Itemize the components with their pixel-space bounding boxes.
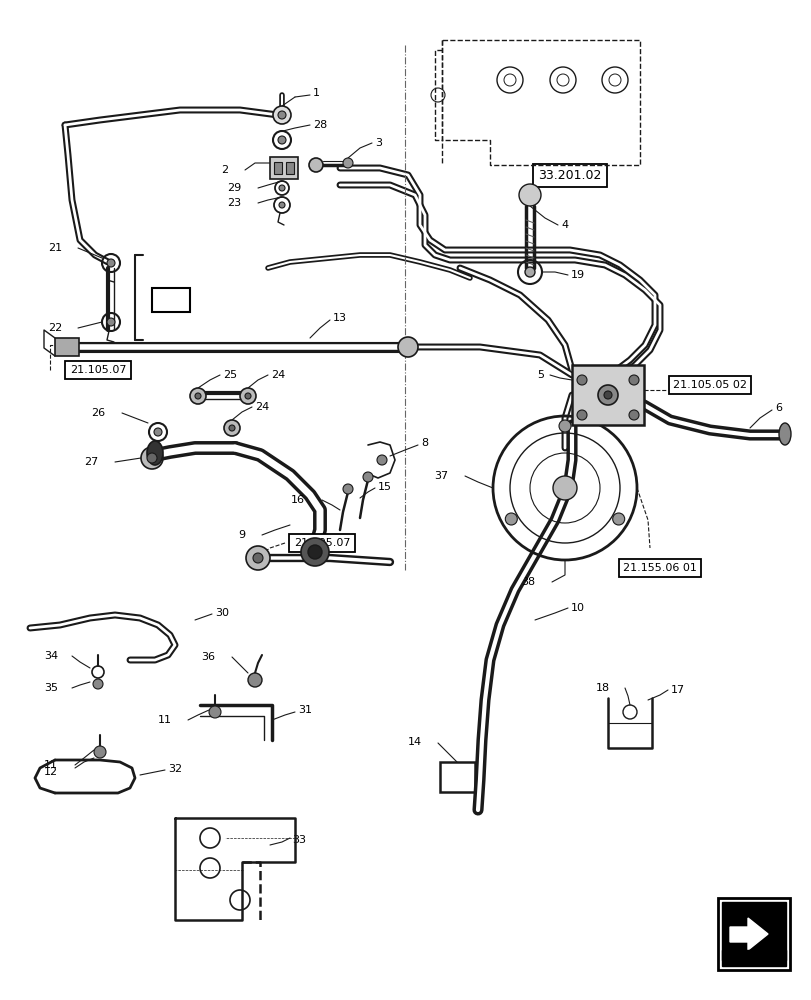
Text: 12: 12 xyxy=(44,767,58,777)
Text: 35: 35 xyxy=(44,683,58,693)
Text: 30: 30 xyxy=(215,608,229,618)
Text: 29: 29 xyxy=(226,183,241,193)
Circle shape xyxy=(577,375,586,385)
Text: 3: 3 xyxy=(375,138,381,148)
Circle shape xyxy=(94,746,106,758)
Text: 5: 5 xyxy=(536,370,543,380)
Ellipse shape xyxy=(778,423,790,445)
Circle shape xyxy=(279,185,285,191)
Circle shape xyxy=(247,673,262,687)
Circle shape xyxy=(190,388,206,404)
Circle shape xyxy=(629,410,638,420)
Circle shape xyxy=(558,420,570,432)
Text: 15: 15 xyxy=(378,482,392,492)
Text: 25: 25 xyxy=(223,370,237,380)
Text: 20: 20 xyxy=(162,294,179,306)
Circle shape xyxy=(195,393,201,399)
Text: 24: 24 xyxy=(255,402,269,412)
Circle shape xyxy=(603,391,611,399)
Circle shape xyxy=(93,679,103,689)
Circle shape xyxy=(307,545,322,559)
Text: 34: 34 xyxy=(44,651,58,661)
Circle shape xyxy=(577,410,586,420)
Polygon shape xyxy=(721,902,785,966)
Circle shape xyxy=(272,106,290,124)
Bar xyxy=(440,762,474,792)
Text: 23: 23 xyxy=(226,198,241,208)
Text: 33: 33 xyxy=(292,835,306,845)
Bar xyxy=(717,898,789,970)
Text: 27: 27 xyxy=(84,457,98,467)
Circle shape xyxy=(154,428,162,436)
Text: 18: 18 xyxy=(595,683,609,693)
Text: 10: 10 xyxy=(570,603,584,613)
Text: 11: 11 xyxy=(158,715,172,725)
Circle shape xyxy=(229,425,234,431)
Ellipse shape xyxy=(147,441,163,465)
Text: 37: 37 xyxy=(433,471,448,481)
Text: 6: 6 xyxy=(774,403,781,413)
Text: 13: 13 xyxy=(333,313,346,323)
Circle shape xyxy=(240,388,255,404)
Circle shape xyxy=(279,202,285,208)
Text: 9: 9 xyxy=(238,530,245,540)
Circle shape xyxy=(612,513,624,525)
Circle shape xyxy=(277,136,285,144)
Circle shape xyxy=(224,420,240,436)
Bar xyxy=(273,162,281,174)
Circle shape xyxy=(309,158,323,172)
Circle shape xyxy=(253,553,263,563)
Text: 21.105.07: 21.105.07 xyxy=(294,538,350,548)
Circle shape xyxy=(342,484,353,494)
Text: 33.201.02: 33.201.02 xyxy=(538,169,601,182)
Text: 31: 31 xyxy=(298,705,311,715)
Bar xyxy=(152,288,190,312)
Bar xyxy=(270,157,298,179)
Circle shape xyxy=(504,513,517,525)
Circle shape xyxy=(107,259,115,267)
Text: 16: 16 xyxy=(290,495,305,505)
Circle shape xyxy=(597,385,617,405)
Text: 28: 28 xyxy=(312,120,327,130)
Circle shape xyxy=(376,455,387,465)
Circle shape xyxy=(397,337,418,357)
Polygon shape xyxy=(721,950,785,960)
Circle shape xyxy=(518,184,540,206)
Text: 32: 32 xyxy=(168,764,182,774)
Bar xyxy=(285,162,294,174)
Circle shape xyxy=(629,375,638,385)
Text: 21.155.06 01: 21.155.06 01 xyxy=(622,563,696,573)
Circle shape xyxy=(246,546,270,570)
Text: 21.105.07: 21.105.07 xyxy=(70,365,126,375)
Text: 21.105.05 02: 21.105.05 02 xyxy=(672,380,746,390)
Text: 8: 8 xyxy=(420,438,427,448)
Text: 26: 26 xyxy=(91,408,105,418)
Text: 14: 14 xyxy=(407,737,422,747)
Circle shape xyxy=(245,393,251,399)
Text: 36: 36 xyxy=(201,652,215,662)
Bar xyxy=(55,338,79,356)
Circle shape xyxy=(342,158,353,168)
Circle shape xyxy=(301,538,328,566)
Text: 38: 38 xyxy=(520,577,534,587)
Text: 11: 11 xyxy=(44,760,58,770)
Circle shape xyxy=(552,476,577,500)
Text: 4: 4 xyxy=(560,220,568,230)
Text: 19: 19 xyxy=(570,270,585,280)
Text: 24: 24 xyxy=(271,370,285,380)
Text: 1: 1 xyxy=(312,88,320,98)
Circle shape xyxy=(107,318,115,326)
Text: 21: 21 xyxy=(48,243,62,253)
Circle shape xyxy=(208,706,221,718)
Text: 17: 17 xyxy=(670,685,684,695)
Circle shape xyxy=(141,447,163,469)
Circle shape xyxy=(363,472,372,482)
Circle shape xyxy=(277,111,285,119)
Text: 2: 2 xyxy=(221,165,228,175)
Polygon shape xyxy=(729,918,767,950)
Text: 22: 22 xyxy=(48,323,62,333)
Circle shape xyxy=(147,453,157,463)
Circle shape xyxy=(525,267,534,277)
Bar xyxy=(571,365,643,425)
